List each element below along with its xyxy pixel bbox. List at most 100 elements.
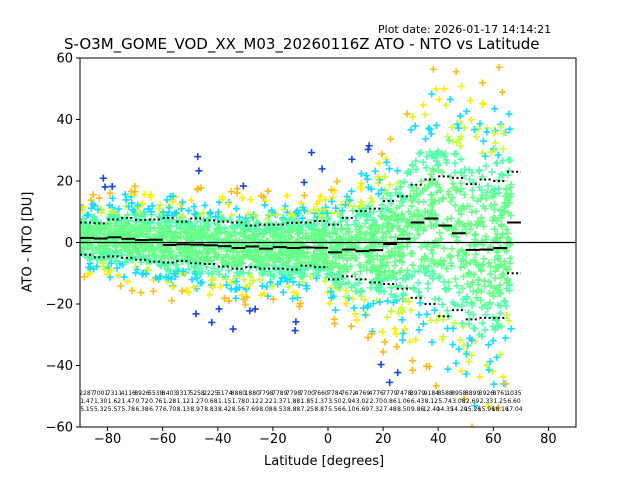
data-point [301,207,309,215]
data-point [123,239,131,247]
data-point [378,201,386,209]
x-tick-label: 80 [540,432,557,447]
data-point [242,226,250,234]
data-point [507,180,515,188]
data-point [399,329,407,337]
data-point [193,186,201,194]
data-point [313,200,321,208]
data-point [362,172,370,180]
data-point [292,318,300,326]
data-point [452,226,460,234]
bin-stat-label: 8.50 [397,406,411,413]
data-point [456,142,464,150]
data-point [253,233,261,241]
data-point [419,227,427,235]
data-point [343,224,351,232]
data-point [471,324,479,332]
y-axis-label: ATO - NTO [DU] [20,191,36,293]
data-point [283,192,291,200]
data-point [232,278,240,286]
data-point [458,246,466,254]
data-point [378,150,386,158]
data-point [488,168,496,176]
data-point [275,256,283,264]
data-point [413,226,421,234]
data-point [385,267,393,275]
data-point [340,263,348,271]
data-point [108,182,116,190]
data-point [411,122,419,130]
data-point [462,370,470,378]
data-point [239,260,247,268]
data-point [449,324,457,332]
data-point [471,337,479,345]
data-point [407,126,415,134]
bin-stat-label: 8.12 [425,398,439,405]
data-point [290,289,298,297]
data-point [101,242,109,250]
data-point [496,309,504,317]
data-point [223,281,231,289]
data-point [341,293,349,301]
data-point [424,280,432,288]
data-point [357,170,365,178]
bin-stat-label: 15.96 [478,406,495,413]
data-point [392,185,400,193]
data-point [364,145,372,153]
data-point [155,205,163,213]
data-point [357,224,365,232]
data-point [468,351,476,359]
data-point [386,252,394,260]
data-point [384,297,392,305]
data-point [429,243,437,251]
data-point [486,298,494,306]
data-point [408,366,416,374]
data-point [260,254,268,262]
data-point [503,225,511,233]
data-point [385,165,393,173]
data-point [448,123,456,131]
data-point [178,287,186,295]
data-point [486,270,494,278]
x-tick-label: 40 [430,432,447,447]
data-point [260,290,268,298]
data-point [507,190,515,198]
data-point [94,206,102,214]
data-point [432,85,440,93]
bin-stat-label: 9184 [424,390,439,397]
data-point [368,330,376,338]
data-point [396,227,404,235]
data-point [473,240,481,248]
data-point [493,316,501,324]
data-point [220,294,228,302]
data-point [405,298,413,306]
data-point [322,274,330,282]
data-point [293,294,301,302]
data-point [279,206,287,214]
data-point [85,239,93,247]
data-point [238,194,246,202]
data-point [457,210,465,218]
data-point [471,258,479,266]
data-point [240,250,248,258]
data-point [239,182,247,190]
data-point [158,248,166,256]
data-point [497,302,505,310]
data-point [482,194,490,202]
data-point [373,252,381,260]
data-point [480,255,488,263]
data-point [177,233,185,241]
data-point [326,233,334,241]
data-point [261,201,269,209]
data-point [201,223,209,231]
bin-stat-label: 8880 [231,390,246,397]
data-point [440,244,448,252]
data-point [482,162,490,170]
data-point [378,262,386,270]
data-point [366,209,374,217]
bin-stat-label: 3.08 [452,398,466,405]
data-point [419,320,427,328]
bin-stat-label: 1.88 [287,398,301,405]
data-point [453,282,461,290]
data-point [439,316,447,324]
